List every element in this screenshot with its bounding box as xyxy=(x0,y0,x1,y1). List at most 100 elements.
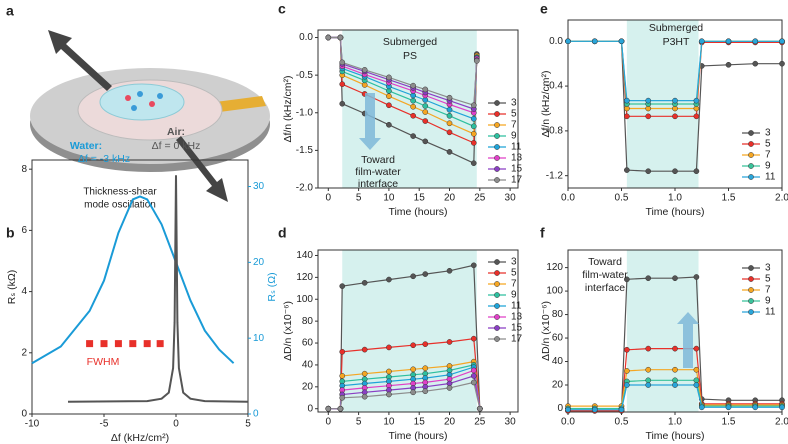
data-point xyxy=(565,38,571,45)
legend-marker xyxy=(494,314,500,320)
legend-marker xyxy=(494,177,500,183)
x-tick-label: 25 xyxy=(474,417,486,428)
data-point xyxy=(361,346,368,353)
data-point xyxy=(386,74,392,81)
series-line xyxy=(328,264,481,410)
shear-arrow xyxy=(176,136,228,202)
annotation: Toward xyxy=(361,154,395,166)
legend-marker xyxy=(494,100,500,106)
panel-label: a xyxy=(6,3,14,19)
data-point xyxy=(473,57,480,64)
data-point xyxy=(779,38,785,45)
data-point xyxy=(693,366,700,373)
data-point xyxy=(591,38,598,45)
x-tick-label: 1.5 xyxy=(722,193,736,204)
annotation: Toward xyxy=(588,256,622,268)
data-point xyxy=(446,385,453,391)
y-tick-label: -1.5 xyxy=(296,145,314,156)
y-tick-label: -2.0 xyxy=(296,183,314,194)
fwhm-mark xyxy=(129,340,137,348)
legend-marker xyxy=(748,287,754,293)
y2-tick-label: 10 xyxy=(253,333,265,344)
x-tick-label: 30 xyxy=(505,417,517,428)
data-point xyxy=(624,346,630,353)
y-tick-label: -0.8 xyxy=(546,126,564,137)
series-line xyxy=(328,36,478,106)
data-point xyxy=(386,121,392,128)
legend-marker xyxy=(748,309,754,315)
plot-frame xyxy=(31,159,249,415)
data-point xyxy=(779,404,785,411)
data-point xyxy=(672,113,678,120)
data-point xyxy=(624,382,630,388)
data-point xyxy=(339,394,346,401)
legend-marker xyxy=(494,155,500,161)
y-axis-label: ΔD/n (x10⁻⁶) xyxy=(540,301,552,361)
data-point xyxy=(779,60,785,67)
data-point xyxy=(446,94,453,101)
data-point xyxy=(618,406,625,413)
molecule xyxy=(131,105,137,111)
legend-marker xyxy=(494,166,500,172)
data-point xyxy=(693,97,700,104)
y-tick-label: 40 xyxy=(552,356,564,367)
data-point xyxy=(339,81,346,88)
data-point xyxy=(693,377,700,384)
legend-label: 13 xyxy=(511,153,523,164)
data-point xyxy=(693,274,700,280)
data-point xyxy=(410,389,417,396)
y-axis-label: Rₛ (kΩ) xyxy=(6,270,18,305)
legend-label: 7 xyxy=(765,150,771,161)
legend-marker xyxy=(748,141,754,147)
data-point xyxy=(672,168,678,175)
legend-marker xyxy=(748,152,754,158)
annotation: interface xyxy=(585,282,625,294)
data-point xyxy=(470,262,477,269)
data-point xyxy=(446,149,453,155)
fwhm-mark xyxy=(143,340,151,348)
y-tick-label: 140 xyxy=(296,250,313,261)
data-point xyxy=(339,283,346,289)
legend-marker xyxy=(494,259,500,265)
data-point xyxy=(386,391,392,398)
data-point xyxy=(470,140,477,146)
data-point xyxy=(693,168,700,175)
legend-marker xyxy=(494,144,500,150)
y-tick-label: 60 xyxy=(302,338,314,349)
x-axis-label: Time (hours) xyxy=(645,430,704,442)
legend-marker xyxy=(748,163,754,169)
annotation: Submerged xyxy=(649,22,703,34)
data-point xyxy=(446,112,453,119)
data-point xyxy=(470,115,477,122)
x-tick-label: 5 xyxy=(245,419,251,430)
legend-label: 11 xyxy=(765,172,776,183)
data-point xyxy=(725,61,732,68)
legend-label: 5 xyxy=(765,139,771,150)
y-axis-label: Δf/n (kHz/cm²) xyxy=(540,70,552,137)
y-tick-label: 120 xyxy=(546,262,563,273)
y-tick-label: 120 xyxy=(296,272,313,283)
data-point xyxy=(386,344,392,351)
y-tick-label: 40 xyxy=(302,360,314,371)
fwhm-mark xyxy=(114,340,122,348)
y-tick-label: 100 xyxy=(546,286,563,297)
data-point xyxy=(752,404,759,411)
fwhm-mark xyxy=(86,340,94,348)
x-tick-label: 20 xyxy=(444,417,456,428)
data-point xyxy=(422,103,429,109)
legend-marker xyxy=(494,303,500,309)
data-point xyxy=(446,106,453,113)
legend-marker xyxy=(494,122,500,128)
x-tick-label: 5 xyxy=(356,193,362,204)
annotation: Water: xyxy=(70,140,102,152)
y-tick-label: -1.0 xyxy=(296,107,314,118)
series-line xyxy=(328,381,481,410)
legend-label: 7 xyxy=(765,285,771,296)
schematic: a Thickness-shear mode oscillation xyxy=(6,3,270,211)
data-point xyxy=(410,366,417,373)
data-point xyxy=(645,168,652,175)
x-tick-label: 0 xyxy=(326,193,332,204)
legend-label: 9 xyxy=(765,296,771,307)
x-tick-label: 0.0 xyxy=(561,193,575,204)
data-point xyxy=(725,38,732,45)
